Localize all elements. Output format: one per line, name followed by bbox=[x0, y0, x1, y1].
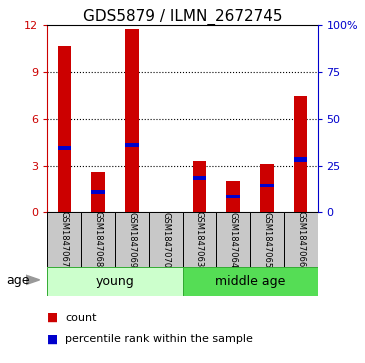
Bar bbox=[260, 164, 274, 212]
Bar bbox=[250, 212, 284, 267]
Bar bbox=[182, 267, 318, 296]
Text: GSM1847067: GSM1847067 bbox=[60, 212, 69, 268]
Text: GSM1847068: GSM1847068 bbox=[93, 212, 103, 268]
Text: GSM1847069: GSM1847069 bbox=[127, 212, 137, 268]
Bar bbox=[91, 172, 105, 212]
Text: count: count bbox=[65, 313, 96, 323]
Text: percentile rank within the sample: percentile rank within the sample bbox=[65, 334, 253, 344]
Bar bbox=[125, 29, 139, 212]
Bar bbox=[58, 146, 71, 150]
Bar bbox=[125, 143, 139, 147]
Bar bbox=[81, 212, 115, 267]
Bar bbox=[182, 212, 216, 267]
Text: GSM1847066: GSM1847066 bbox=[296, 212, 305, 268]
Polygon shape bbox=[26, 275, 39, 285]
Text: age: age bbox=[7, 274, 30, 287]
Bar bbox=[226, 181, 240, 212]
Text: GSM1847070: GSM1847070 bbox=[161, 212, 170, 268]
Text: GSM1847063: GSM1847063 bbox=[195, 212, 204, 268]
Bar bbox=[115, 212, 149, 267]
Bar bbox=[260, 184, 274, 187]
Bar bbox=[91, 190, 105, 194]
Bar bbox=[47, 212, 81, 267]
Bar bbox=[47, 267, 182, 296]
Text: GDS5879 / ILMN_2672745: GDS5879 / ILMN_2672745 bbox=[83, 9, 282, 25]
Text: middle age: middle age bbox=[215, 275, 285, 288]
Bar bbox=[193, 176, 206, 180]
Text: GSM1847065: GSM1847065 bbox=[262, 212, 272, 268]
Bar bbox=[284, 212, 318, 267]
Text: ■: ■ bbox=[47, 333, 58, 346]
Bar bbox=[294, 95, 307, 212]
Bar bbox=[58, 46, 71, 212]
Bar bbox=[193, 161, 206, 212]
Text: young: young bbox=[96, 275, 134, 288]
Bar bbox=[149, 212, 182, 267]
Bar bbox=[216, 212, 250, 267]
Text: GSM1847064: GSM1847064 bbox=[228, 212, 238, 268]
Text: ■: ■ bbox=[47, 311, 58, 324]
Bar bbox=[294, 158, 307, 162]
Bar bbox=[226, 195, 240, 198]
